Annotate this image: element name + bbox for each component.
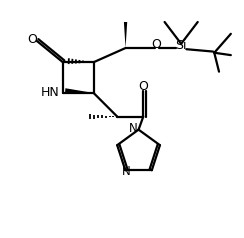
Polygon shape — [65, 88, 94, 93]
Polygon shape — [124, 22, 127, 48]
Text: Si: Si — [175, 39, 187, 52]
Text: O: O — [28, 33, 38, 45]
Text: N: N — [122, 165, 131, 178]
Text: O: O — [138, 80, 148, 93]
Text: HN: HN — [41, 86, 59, 99]
Text: O: O — [151, 38, 161, 51]
Text: N: N — [129, 122, 138, 135]
